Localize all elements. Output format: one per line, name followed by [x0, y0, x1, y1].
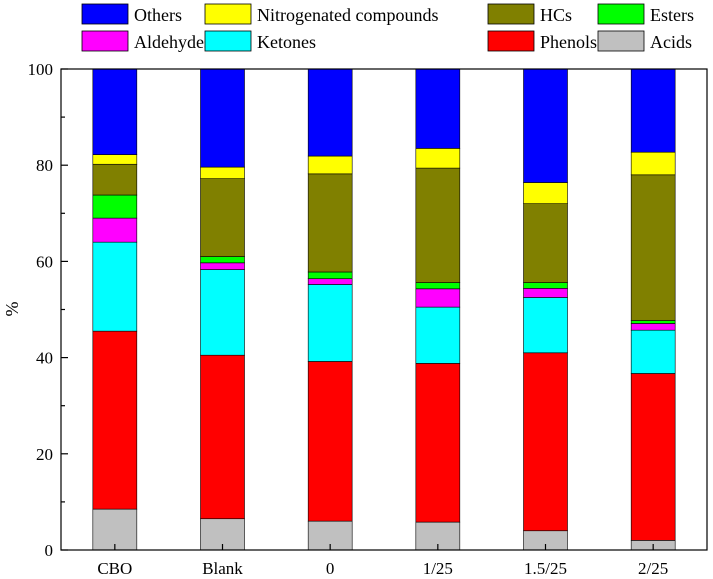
bar-1-5-25-phenols: [523, 352, 568, 532]
legend-swatch-hcs: [487, 3, 535, 25]
bar-cbo-others: [92, 68, 138, 155]
bar-blank-phenols: [200, 354, 245, 520]
bar-blank-aldehydes: [200, 262, 245, 270]
bar-1-5-25-esters: [523, 282, 568, 289]
y-tick-label: 20: [36, 445, 53, 464]
bar-1-25-hcs: [415, 167, 461, 283]
bar-1-5-25-aldehydes: [523, 288, 568, 298]
bar-1-5-25-hcs: [523, 203, 568, 283]
legend-label-ketones: Ketones: [257, 32, 316, 52]
bar-1-25-others: [415, 68, 461, 149]
y-axis: 0 20 40 60 80 100: [28, 60, 68, 560]
x-axis: CBO Blank 0 1/25 1.5/25 2/25: [97, 544, 668, 578]
bar-cbo-ketones: [92, 241, 138, 332]
bar-2-25-aldehydes: [630, 323, 676, 331]
x-tick-label-1-25: 1/25: [423, 559, 453, 578]
bar-2-25-nitrogenated-compounds: [630, 151, 676, 176]
plot-frame: [60, 68, 708, 551]
legend-item-esters: Esters: [597, 3, 694, 25]
legend-item-ketones: Ketones: [204, 30, 316, 52]
bar-0-others: [307, 68, 353, 157]
bar-1-25-phenols: [415, 363, 461, 523]
y-tick-label: 0: [45, 541, 54, 560]
bar-2-25-others: [630, 68, 676, 153]
legend-item-phenols: Phenols: [487, 30, 597, 52]
bar-cbo-nitrogenated-compounds: [92, 154, 138, 165]
legend-swatch-aldehydes: [81, 30, 129, 52]
legend-item-hcs: HCs: [487, 3, 572, 25]
legend-item-others: Others: [81, 3, 182, 25]
legend-swatch-others: [81, 3, 129, 25]
legend-label-others: Others: [134, 5, 182, 25]
y-tick-label: 80: [36, 156, 53, 175]
bar-1-5-25-ketones: [523, 297, 568, 354]
bar-blank-ketones: [200, 269, 245, 356]
bar-2-25-phenols: [630, 373, 676, 541]
bar-blank-nitrogenated-compounds: [200, 166, 245, 179]
legend-label-hcs: HCs: [540, 5, 572, 25]
legend-label-nitrogenated-compounds: Nitrogenated compounds: [257, 5, 438, 25]
bar-1-5-25-others: [523, 68, 568, 183]
bar-cbo-esters: [92, 194, 138, 219]
legend: Others Nitrogenated compounds HCs Esters Ald…: [81, 3, 694, 52]
legend-label-acids: Acids: [650, 32, 692, 52]
bar-0-aldehydes: [307, 278, 353, 285]
bar-0-ketones: [307, 284, 353, 362]
legend-swatch-esters: [597, 3, 645, 25]
bar-2-25-ketones: [630, 329, 676, 374]
bars: [92, 68, 676, 551]
bar-1-25-esters: [415, 282, 461, 290]
bar-0-esters: [307, 271, 353, 280]
bar-cbo-acids: [92, 508, 138, 551]
bar-2-25-hcs: [630, 174, 676, 321]
bar-0-hcs: [307, 173, 353, 273]
y-tick-label: 40: [36, 349, 53, 368]
legend-label-aldehydes: Aldehydes: [134, 32, 211, 52]
y-tick-label: 60: [36, 252, 53, 271]
legend-item-nitrogenated-compounds: Nitrogenated compounds: [204, 3, 438, 25]
legend-swatch-ketones: [204, 30, 252, 52]
legend-item-aldehydes: Aldehydes: [81, 30, 211, 52]
bar-1-25-nitrogenated-compounds: [415, 148, 461, 169]
legend-label-esters: Esters: [650, 5, 694, 25]
bar-2-25-esters: [630, 320, 676, 324]
y-axis-title: %: [2, 302, 22, 317]
y-tick-label: 100: [28, 60, 54, 79]
legend-swatch-acids: [597, 30, 645, 52]
x-tick-label-1-5-25: 1.5/25: [524, 559, 567, 578]
x-tick-label-0: 0: [326, 559, 335, 578]
x-tick-label-2-25: 2/25: [638, 559, 668, 578]
bar-cbo-phenols: [92, 330, 138, 510]
bar-blank-hcs: [200, 178, 245, 257]
bar-cbo-aldehydes: [92, 217, 138, 243]
bar-blank-esters: [200, 256, 245, 264]
bar-blank-others: [200, 68, 245, 168]
bar-1-5-25-nitrogenated-compounds: [523, 182, 568, 204]
bar-1-25-aldehydes: [415, 288, 461, 308]
legend-item-acids: Acids: [597, 30, 692, 52]
x-tick-label-blank: Blank: [202, 559, 243, 578]
bar-0-phenols: [307, 361, 353, 522]
legend-swatch-phenols: [487, 30, 535, 52]
legend-swatch-nitrogenated-compounds: [204, 3, 252, 25]
legend-label-phenols: Phenols: [540, 32, 597, 52]
bar-1-25-ketones: [415, 306, 461, 364]
bar-0-nitrogenated-compounds: [307, 155, 353, 175]
bar-cbo-hcs: [92, 163, 138, 196]
x-tick-label-cbo: CBO: [97, 559, 132, 578]
